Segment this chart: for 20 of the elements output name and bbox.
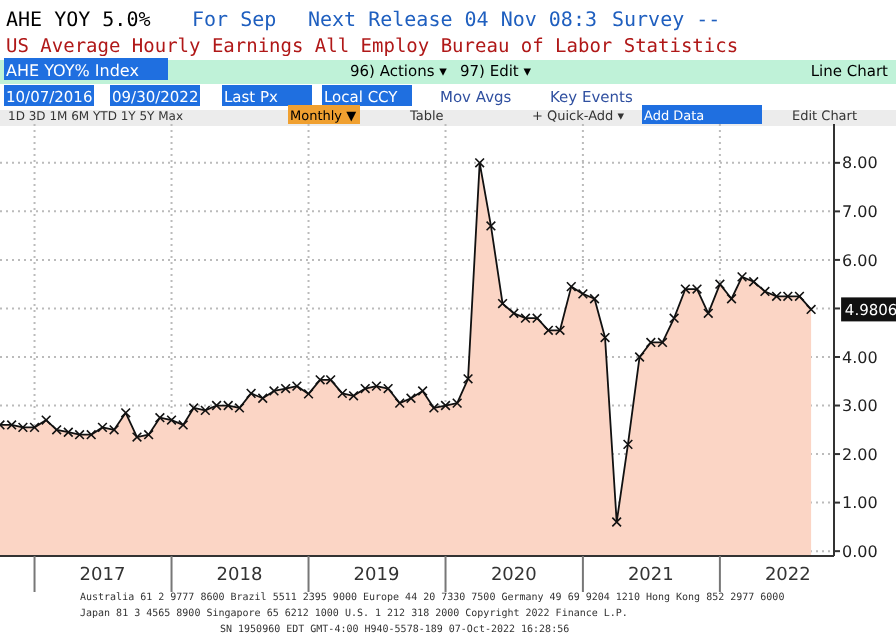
y-tick-label: 3.00 (842, 397, 878, 416)
chart-title: AHE YOY 5.0% (6, 10, 151, 32)
x-tick-label: 2022 (764, 566, 811, 586)
y-tick-label: 8.00 (842, 154, 878, 173)
chart-subtitle: US Average Hourly Earnings All Employ Bureau of Labor Statistics (6, 36, 739, 58)
text: Next Release 04 Nov 08:3 (308, 10, 597, 32)
y-tick-label: 2.00 (842, 445, 878, 464)
y-tick-label: 7.00 (842, 202, 878, 221)
y-tick-label: 0.00 (842, 542, 878, 561)
text: AHE YOY% Index (6, 62, 140, 80)
text: Survey -- (612, 10, 721, 32)
text: For Sep (192, 10, 277, 32)
y-tick-label: 1.00 (842, 494, 878, 513)
y-tick-label: 6.00 (842, 251, 878, 270)
x-tick-label: 2020 (490, 566, 538, 586)
x-tick-label: 2017 (79, 566, 126, 586)
x-tick-label: 2019 (353, 566, 400, 586)
x-tick-label: 2018 (216, 566, 263, 586)
y-tick-label: 4.00 (842, 348, 878, 367)
x-tick-label: 2021 (627, 566, 674, 586)
